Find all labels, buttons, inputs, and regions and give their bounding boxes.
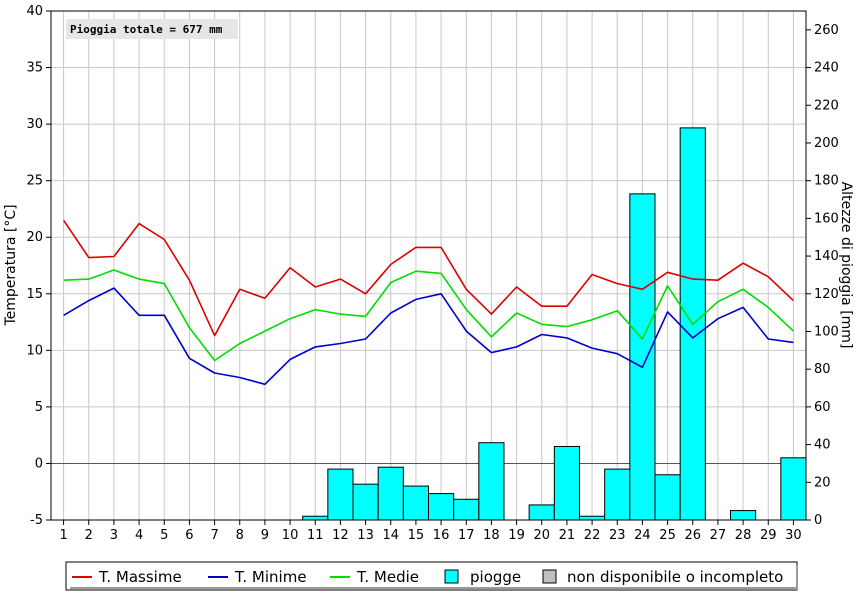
x-tick-label: 23 xyxy=(609,528,626,543)
x-tick-label: 25 xyxy=(659,528,676,543)
x-tick-label: 13 xyxy=(357,528,374,543)
line-t-minime xyxy=(63,287,794,386)
left-tick-label: 10 xyxy=(26,343,43,358)
x-tick-label: 7 xyxy=(210,528,218,543)
legend-label: T. Massime xyxy=(98,568,182,586)
right-tick-label: 0 xyxy=(814,513,822,528)
x-tick-label: 8 xyxy=(236,528,244,543)
x-tick-label: 27 xyxy=(710,528,727,543)
right-tick-label: 80 xyxy=(814,362,831,377)
x-tick-label: 28 xyxy=(735,528,752,543)
left-tick-label: 30 xyxy=(26,117,43,132)
right-axis-ticks: 0 20 40 60 80 100 120 140 160 180 200 220 240 260 xyxy=(806,23,839,528)
x-tick-label: 19 xyxy=(508,528,525,543)
x-tick-label: 5 xyxy=(160,528,168,543)
x-tick-label: 24 xyxy=(634,528,651,543)
right-tick-label: 180 xyxy=(814,174,839,189)
left-tick-label: 35 xyxy=(26,61,43,76)
rain-bar xyxy=(377,466,404,521)
left-tick-label: 20 xyxy=(26,230,43,245)
x-tick-label: 2 xyxy=(85,528,93,543)
x-tick-label: 12 xyxy=(332,528,349,543)
rain-bar xyxy=(629,193,656,521)
x-tick-label: 10 xyxy=(282,528,299,543)
x-tick-label: 11 xyxy=(307,528,324,543)
rain-bar xyxy=(579,515,606,521)
rain-bar xyxy=(402,485,430,521)
rain-bar xyxy=(654,474,681,521)
x-axis-ticks: 1 2 3 4 5 6 7 8 9 10 11 12 13 14 15 16 17 18 19 20 21 22 23 24 2… xyxy=(59,520,802,543)
right-tick-label: 100 xyxy=(814,324,839,339)
legend-swatch-bar xyxy=(444,569,459,584)
rain-bar xyxy=(327,468,354,521)
legend-label: T. Medie xyxy=(356,568,419,586)
x-tick-label: 9 xyxy=(261,528,269,543)
left-tick-label: 40 xyxy=(26,4,43,19)
x-tick-label: 22 xyxy=(584,528,601,543)
legend-label: non disponibile o incompleto xyxy=(567,568,783,586)
rain-bar xyxy=(553,445,580,521)
x-tick-label: 21 xyxy=(559,528,576,543)
x-tick-label: 18 xyxy=(483,528,500,543)
temperature-lines xyxy=(62,219,794,386)
rain-bar xyxy=(453,498,480,521)
right-tick-label: 240 xyxy=(814,61,839,76)
x-tick-label: 16 xyxy=(433,528,450,543)
x-tick-label: 20 xyxy=(533,528,550,543)
rain-bar xyxy=(604,468,631,521)
rain-bar xyxy=(780,457,807,521)
x-tick-label: 17 xyxy=(458,528,475,543)
total-rain-annotation-text: Pioggia totale = 677 mm xyxy=(70,23,223,36)
legend-swatch-na xyxy=(542,569,557,584)
right-tick-label: 140 xyxy=(814,249,839,264)
legend-label: piogge xyxy=(470,568,521,586)
x-tick-label: 6 xyxy=(185,528,193,543)
line-t-medie xyxy=(63,269,794,362)
right-tick-label: 20 xyxy=(814,475,831,490)
right-axis-title: Altezze di pioggia [mm] xyxy=(838,182,854,349)
right-tick-label: 220 xyxy=(814,98,839,113)
rain-bar xyxy=(730,510,757,521)
left-tick-label: 5 xyxy=(35,400,43,415)
right-tick-label: 40 xyxy=(814,438,831,453)
left-tick-label: -5 xyxy=(30,513,43,528)
left-tick-label: 0 xyxy=(35,456,43,471)
plot-frame xyxy=(50,10,807,521)
rain-bars xyxy=(302,127,807,521)
rain-bar xyxy=(528,504,555,521)
right-tick-label: 120 xyxy=(814,287,839,302)
x-tick-label: 4 xyxy=(135,528,143,543)
x-tick-label: 3 xyxy=(110,528,118,543)
rain-bar xyxy=(478,442,505,521)
right-tick-label: 200 xyxy=(814,136,839,151)
left-tick-label: 15 xyxy=(26,287,43,302)
x-tick-label: 30 xyxy=(785,528,802,543)
left-axis-title: Temperatura [°C] xyxy=(3,204,19,326)
rain-bar xyxy=(428,493,455,521)
legend: T. Massime T. Minime T. Medie piogge non dis… xyxy=(65,561,798,591)
right-tick-label: 260 xyxy=(814,23,839,38)
x-tick-label: 15 xyxy=(408,528,425,543)
rain-bar xyxy=(302,515,329,521)
rain-bar xyxy=(352,483,379,521)
right-tick-label: 160 xyxy=(814,211,839,226)
left-tick-label: 25 xyxy=(26,174,43,189)
legend-label: T. Minime xyxy=(234,568,307,586)
right-tick-label: 60 xyxy=(814,400,831,415)
total-rain-annotation: Pioggia totale = 677 mm xyxy=(66,19,238,39)
x-tick-label: 14 xyxy=(382,528,399,543)
line-t-massime xyxy=(62,219,794,337)
x-tick-label: 1 xyxy=(59,528,67,543)
x-tick-label: 26 xyxy=(684,528,701,543)
x-tick-label: 29 xyxy=(760,528,777,543)
left-axis-ticks: -5 0 5 10 15 20 25 30 35 40 xyxy=(26,4,51,528)
